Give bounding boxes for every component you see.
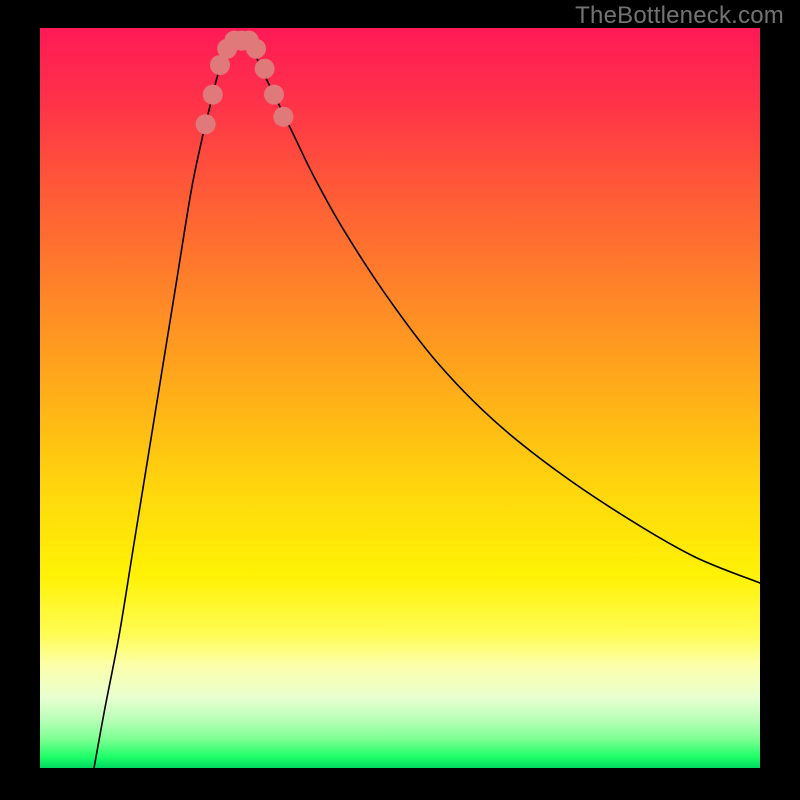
highlight-marker (196, 114, 216, 134)
plot-area (40, 28, 760, 768)
highlight-marker (264, 85, 284, 105)
chart-frame: TheBottleneck.com (0, 0, 800, 800)
highlight-marker (273, 107, 293, 127)
watermark-text: TheBottleneck.com (575, 2, 784, 30)
plot-svg (40, 28, 760, 768)
highlight-marker (246, 39, 266, 59)
highlight-marker (203, 85, 223, 105)
highlight-marker (255, 59, 275, 79)
gradient-background (40, 28, 760, 768)
